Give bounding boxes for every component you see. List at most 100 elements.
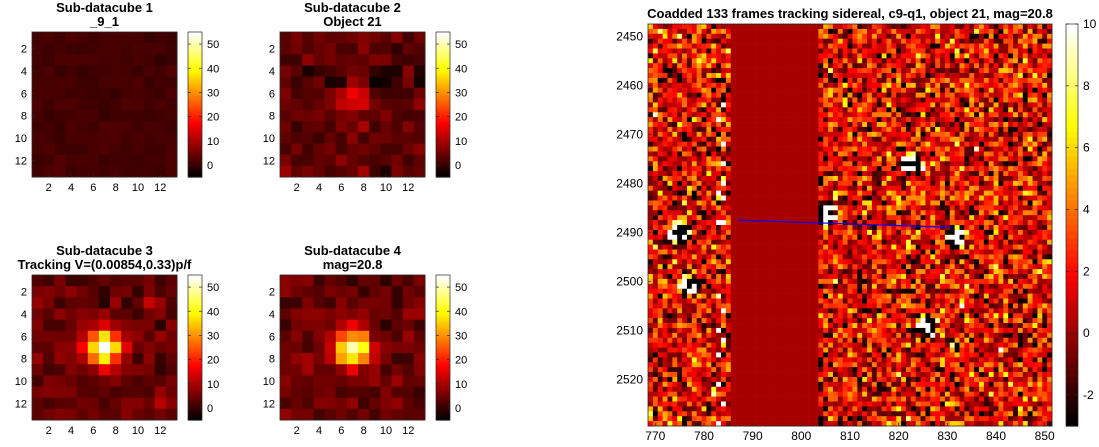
image-pixel: [745, 126, 751, 133]
heatmap-cell: [402, 98, 415, 111]
image-pixel: [701, 73, 707, 79]
image-pixel: [686, 63, 693, 69]
image-pixel: [813, 161, 819, 167]
image-pixel: [818, 117, 824, 123]
image-pixel: [964, 24, 970, 30]
image-pixel: [857, 141, 863, 147]
image-pixel: [686, 195, 693, 201]
image-pixel: [935, 156, 941, 162]
image-pixel: [983, 225, 990, 231]
heatmap-cell: [143, 330, 156, 343]
heatmap-cell: [313, 154, 326, 167]
image-pixel: [774, 92, 780, 98]
image-pixel: [867, 68, 873, 74]
image-pixel: [735, 58, 741, 64]
image-pixel: [867, 234, 873, 241]
image-pixel: [954, 136, 960, 142]
image-pixel: [983, 87, 990, 93]
image-pixel: [944, 24, 951, 30]
heatmap-cell: [346, 353, 359, 365]
heatmap-cell: [369, 154, 381, 167]
image-pixel: [769, 234, 775, 241]
image-pixel: [930, 68, 936, 74]
image-pixel: [915, 28, 921, 35]
image-pixel: [648, 63, 654, 69]
heatmap-cell: [32, 132, 44, 144]
image-pixel: [725, 33, 732, 40]
image-pixel: [891, 205, 897, 211]
image-pixel: [1003, 136, 1009, 142]
image-pixel: [852, 166, 858, 172]
image-pixel: [803, 195, 809, 201]
image-pixel: [867, 24, 873, 30]
image-pixel: [725, 102, 732, 108]
heatmap-cell: [65, 110, 78, 122]
image-pixel: [755, 151, 761, 157]
image-pixel: [867, 131, 873, 138]
image-pixel: [686, 117, 693, 123]
image-pixel: [944, 92, 951, 98]
image-pixel: [993, 126, 999, 133]
y-tick-label: 10: [15, 376, 27, 388]
image-pixel: [686, 126, 693, 133]
image-pixel: [978, 151, 985, 157]
image-pixel: [725, 58, 732, 64]
image-pixel: [730, 102, 736, 108]
image-pixel: [769, 28, 775, 35]
image-pixel: [910, 63, 917, 69]
image-pixel: [828, 63, 834, 69]
image-pixel: [828, 107, 834, 113]
image-pixel: [808, 112, 814, 118]
image-pixel: [764, 244, 770, 250]
image-pixel: [1013, 43, 1019, 49]
heatmap-cell: [65, 54, 78, 66]
image-pixel: [803, 244, 809, 250]
image-pixel: [745, 161, 751, 167]
colorbar-swatch: [188, 113, 202, 117]
heatmap-cell: [143, 364, 156, 376]
image-pixel: [803, 33, 809, 40]
heatmap-cell: [121, 165, 133, 178]
image-pixel: [774, 53, 780, 59]
image-pixel: [706, 229, 712, 236]
image-pixel: [881, 151, 887, 157]
image-pixel: [852, 185, 858, 191]
colorbar-frame: [435, 31, 451, 178]
image-pixel: [954, 82, 960, 89]
image-pixel: [1003, 28, 1009, 35]
image-pixel: [711, 151, 717, 157]
heatmap-cell: [76, 65, 89, 78]
colorbar-swatch: [188, 374, 202, 378]
image-pixel: [706, 58, 712, 64]
image-pixel: [871, 229, 878, 236]
image-pixel: [803, 102, 809, 108]
image-pixel: [974, 171, 980, 177]
colorbar-swatch: [188, 318, 202, 321]
image-pixel: [983, 166, 990, 172]
heatmap-cell: [358, 32, 370, 44]
image-pixel: [998, 136, 1004, 142]
image-pixel: [847, 244, 853, 250]
colorbar-swatch: [188, 95, 202, 99]
heatmap-cell: [369, 87, 381, 100]
image-pixel: [891, 126, 897, 133]
image-pixel: [1017, 200, 1024, 206]
heatmap-cell: [87, 87, 100, 100]
heatmap-cell: [346, 143, 359, 156]
heatmap-cell: [402, 154, 415, 167]
image-pixel: [691, 102, 697, 108]
image-pixel: [711, 117, 717, 123]
image-pixel: [847, 38, 853, 44]
image-pixel: [1017, 225, 1024, 231]
image-pixel: [662, 112, 668, 118]
heatmap-cell: [358, 165, 370, 178]
heatmap-cell: [76, 341, 89, 354]
image-pixel: [832, 210, 839, 216]
image-pixel: [832, 205, 839, 211]
image-pixel: [920, 92, 926, 98]
image-pixel: [696, 43, 702, 49]
image-pixel: [983, 33, 990, 40]
image-pixel: [930, 87, 936, 93]
heatmap-cell: [143, 341, 156, 354]
image-pixel: [1017, 28, 1024, 35]
